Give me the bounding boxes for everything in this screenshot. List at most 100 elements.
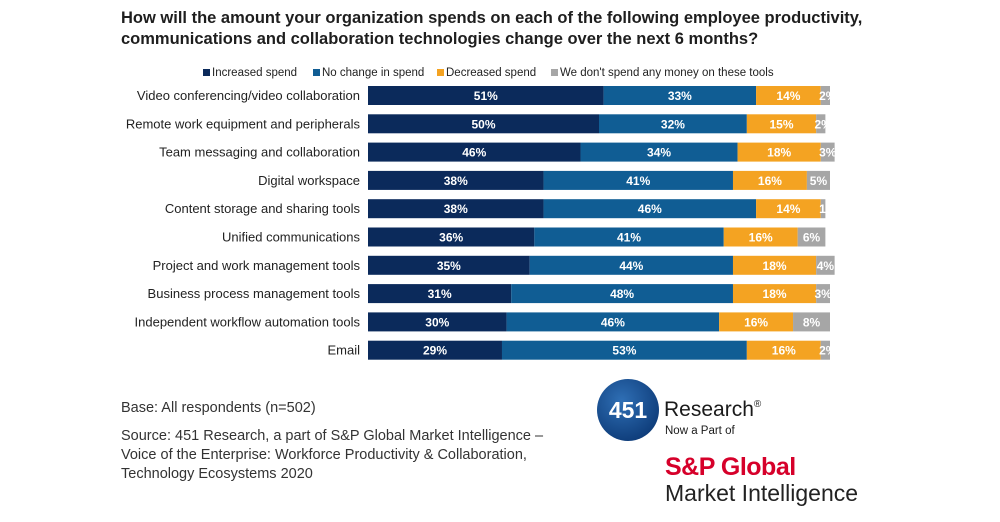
bar-segment xyxy=(368,284,512,304)
bar-value-label: 48% xyxy=(610,287,634,301)
bar-value-label: 4% xyxy=(817,259,835,273)
bar-value-label: 34% xyxy=(647,146,671,160)
category-label: Digital workspace xyxy=(258,173,360,188)
bar-value-label: 16% xyxy=(744,315,768,329)
bar-segment xyxy=(816,114,826,134)
bar-value-label: 5% xyxy=(810,174,828,188)
bar-value-label: 31% xyxy=(428,287,452,301)
legend-label: We don't spend any money on these tools xyxy=(560,67,774,79)
legend-label: No change in spend xyxy=(322,67,424,79)
bar-value-label: 41% xyxy=(626,174,650,188)
bar-segments xyxy=(368,86,835,360)
bar-value-label: 15% xyxy=(769,117,793,131)
bar-segment xyxy=(820,199,826,219)
bar-value-label: 50% xyxy=(471,117,495,131)
bar-segment xyxy=(816,284,830,304)
bar-value-label: 3% xyxy=(819,146,837,160)
bar-segment xyxy=(501,340,747,360)
bar-segment xyxy=(756,86,821,105)
bar-segment xyxy=(368,255,530,275)
legend-label: Decreased spend xyxy=(446,67,536,79)
legend-swatch xyxy=(313,69,320,76)
bar-segment xyxy=(603,86,757,105)
bar-segment xyxy=(732,170,807,190)
451-research-logo: 451 Research® Now a Part of xyxy=(597,379,762,441)
bar-segment xyxy=(368,142,581,162)
bar-segment xyxy=(816,255,835,275)
legend-swatch xyxy=(551,69,558,76)
bar-segment xyxy=(368,170,544,190)
bar-segment xyxy=(723,227,798,247)
category-label: Remote work equipment and peripherals xyxy=(126,116,361,131)
bar-value-label: 8% xyxy=(803,315,821,329)
chart-legend: Increased spend No change in spend Decreas… xyxy=(203,67,774,79)
category-label: Project and work management tools xyxy=(153,258,361,273)
bar-value-label: 46% xyxy=(462,146,486,160)
bar-segment xyxy=(756,199,821,219)
bar-segment xyxy=(599,114,747,134)
bar-segment xyxy=(543,170,733,190)
bar-value-label: 53% xyxy=(612,344,636,358)
bar-segment xyxy=(797,227,826,247)
bar-value-label: 14% xyxy=(776,202,800,216)
category-label: Team messaging and collaboration xyxy=(159,145,360,160)
category-label: Content storage and sharing tools xyxy=(165,201,361,216)
chart-title-line-2: communications and collaboration technol… xyxy=(121,30,759,48)
bar-segment xyxy=(368,227,535,247)
bar-segment xyxy=(732,255,817,275)
legend-swatch xyxy=(437,69,444,76)
registered-mark: ® xyxy=(754,399,762,410)
bar-segment xyxy=(746,340,821,360)
bar-segment xyxy=(368,340,502,360)
bar-value-label: 30% xyxy=(425,315,449,329)
category-label: Independent workflow automation tools xyxy=(135,314,361,329)
bar-segment xyxy=(368,86,604,105)
bar-value-labels: 51% 33% 14% 2% 50% 32% 15% 2% 46% 34% 18% 3% 38% 41% 1… xyxy=(423,89,837,358)
bar-segment xyxy=(719,312,794,332)
bar-value-label: 18% xyxy=(763,287,787,301)
bar-value-label: 1% xyxy=(819,202,837,216)
market-intelligence-label: Market Intelligence xyxy=(665,480,859,506)
category-label: Unified communications xyxy=(222,230,361,245)
bar-segment xyxy=(543,199,757,219)
bar-value-label: 46% xyxy=(638,202,662,216)
bar-segment xyxy=(820,86,830,105)
category-label: Business process management tools xyxy=(148,286,361,301)
bar-value-label: 35% xyxy=(437,259,461,273)
bar-value-label: 18% xyxy=(767,146,791,160)
chart-title-line-1: How will the amount your organization sp… xyxy=(121,9,863,27)
bar-value-label: 2% xyxy=(819,89,837,103)
bar-segment xyxy=(820,142,835,162)
bar-value-label: 38% xyxy=(444,202,468,216)
logo-tagline: Now a Part of xyxy=(665,425,735,437)
bar-value-label: 44% xyxy=(619,259,643,273)
451-circle-icon xyxy=(597,379,659,441)
bar-segment xyxy=(793,312,830,332)
bar-segment xyxy=(746,114,817,134)
chart-title: How will the amount your organization sp… xyxy=(121,8,981,50)
bar-segment xyxy=(806,170,830,190)
bar-value-label: 16% xyxy=(772,344,796,358)
bar-value-label: 36% xyxy=(439,231,463,245)
logo-research: Research® xyxy=(664,398,762,421)
bar-value-label: 14% xyxy=(776,89,800,103)
bar-value-label: 38% xyxy=(444,174,468,188)
bar-segment xyxy=(368,114,599,134)
bar-value-label: 32% xyxy=(661,117,685,131)
bar-segment xyxy=(511,284,733,304)
bar-segment xyxy=(534,227,724,247)
bar-value-label: 16% xyxy=(749,231,773,245)
category-labels: Video conferencing/video collaboration Re… xyxy=(126,88,361,358)
bar-value-label: 16% xyxy=(758,174,782,188)
bar-segment xyxy=(737,142,821,162)
bar-value-label: 18% xyxy=(763,259,787,273)
category-label: Video conferencing/video collaboration xyxy=(137,88,360,103)
bar-value-label: 29% xyxy=(423,344,447,358)
bar-segment xyxy=(820,340,830,360)
bar-value-label: 33% xyxy=(668,89,692,103)
logo-number: 451 xyxy=(609,397,648,423)
sp-global-logo: S&P Global xyxy=(665,453,796,482)
bar-value-label: 2% xyxy=(819,344,837,358)
base-note: Base: All respondents (n=502) xyxy=(121,400,316,416)
bar-segment xyxy=(580,142,738,162)
